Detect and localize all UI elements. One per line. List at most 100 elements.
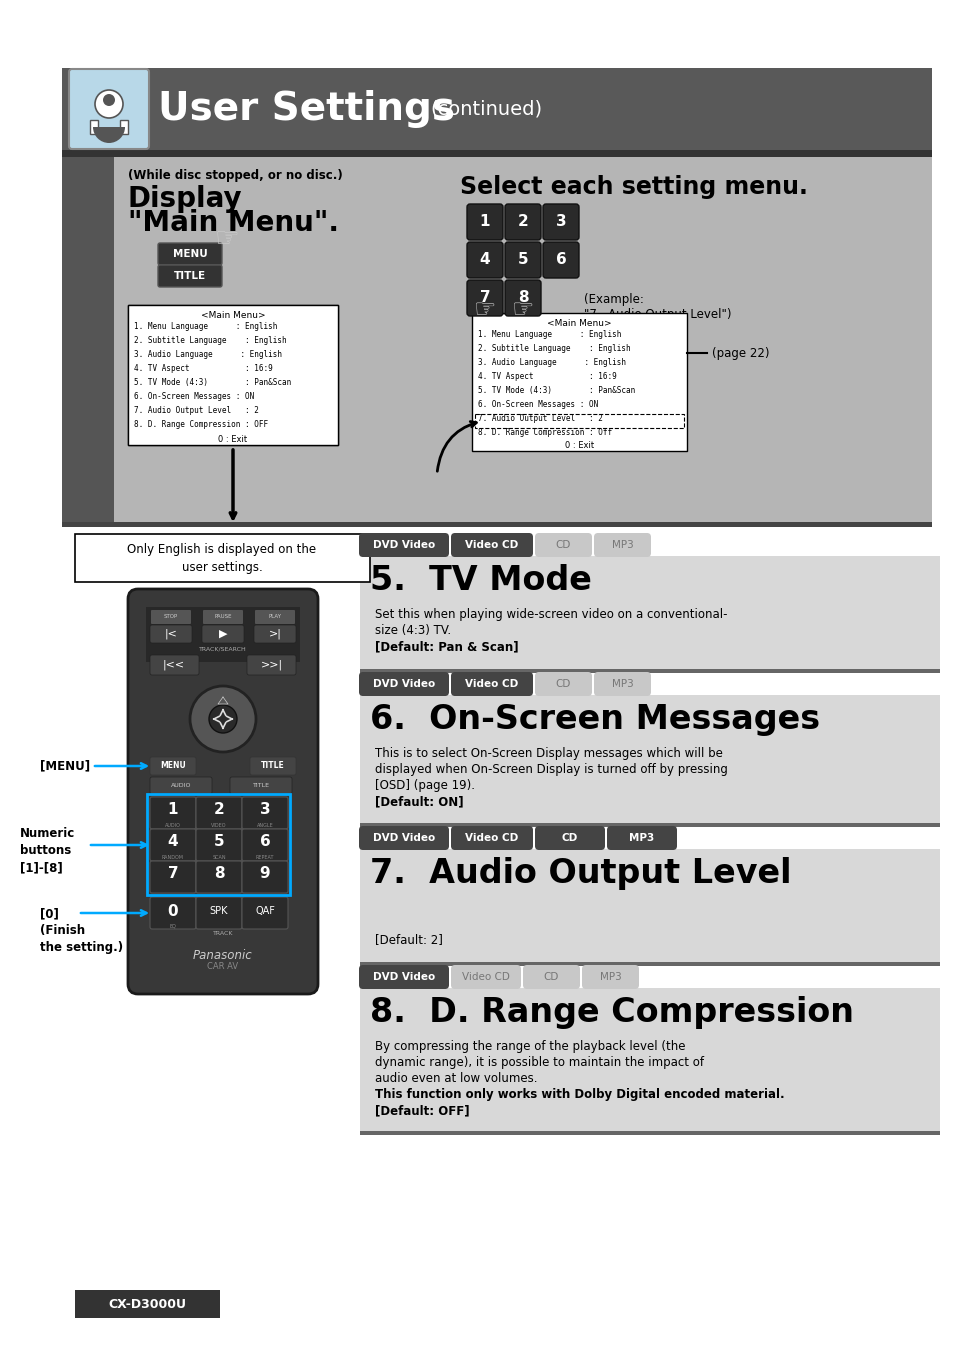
Text: 8.  D. Range Compression: 8. D. Range Compression	[370, 996, 853, 1029]
Text: 6: 6	[555, 253, 566, 267]
FancyBboxPatch shape	[158, 265, 222, 286]
FancyBboxPatch shape	[195, 797, 242, 830]
Text: 1: 1	[479, 215, 490, 230]
Text: (continued): (continued)	[430, 100, 541, 119]
Text: Select each setting menu.: Select each setting menu.	[459, 176, 807, 199]
Text: Panasonic: Panasonic	[193, 948, 253, 962]
FancyBboxPatch shape	[542, 204, 578, 240]
Text: CD: CD	[561, 834, 578, 843]
Text: audio even at low volumes.: audio even at low volumes.	[375, 1071, 537, 1085]
Text: 6. On-Screen Messages : ON: 6. On-Screen Messages : ON	[477, 400, 598, 409]
Text: Video CD: Video CD	[465, 680, 518, 689]
Text: PAUSE: PAUSE	[214, 615, 232, 620]
Text: 4. TV Aspect            : 16:9: 4. TV Aspect : 16:9	[133, 363, 273, 373]
FancyBboxPatch shape	[358, 671, 449, 696]
Bar	[359, 988, 939, 1131]
FancyBboxPatch shape	[451, 825, 533, 850]
Text: TITLE: TITLE	[261, 762, 285, 770]
Bar	[62, 150, 931, 157]
FancyBboxPatch shape	[150, 757, 195, 775]
FancyBboxPatch shape	[150, 626, 192, 643]
Text: <Main Menu>: <Main Menu>	[547, 319, 611, 328]
Text: AUDIO: AUDIO	[171, 784, 191, 788]
Text: TITLE: TITLE	[173, 272, 206, 281]
Bar	[359, 962, 939, 966]
Text: CX-D3000U: CX-D3000U	[108, 1297, 186, 1310]
Text: DVD Video: DVD Video	[373, 540, 435, 550]
FancyBboxPatch shape	[535, 534, 592, 557]
FancyBboxPatch shape	[150, 797, 195, 830]
Text: RANDOM: RANDOM	[162, 855, 184, 861]
Text: This function only works with Dolby Digital encoded material.: This function only works with Dolby Digi…	[375, 1088, 783, 1101]
Bar	[75, 534, 370, 582]
Text: Numeric
buttons
[1]-[8]: Numeric buttons [1]-[8]	[20, 827, 75, 874]
Bar	[359, 1131, 939, 1135]
Circle shape	[103, 95, 115, 105]
Text: |<: |<	[164, 628, 177, 639]
Text: AUDIO: AUDIO	[165, 823, 181, 828]
FancyBboxPatch shape	[203, 611, 243, 624]
Text: Set this when playing wide-screen video on a conventional-: Set this when playing wide-screen video …	[375, 608, 727, 621]
Text: 6.  On-Screen Messages: 6. On-Screen Messages	[370, 703, 820, 736]
Text: 8: 8	[213, 866, 224, 881]
Bar	[359, 557, 939, 669]
Bar	[62, 521, 931, 527]
FancyBboxPatch shape	[242, 797, 288, 830]
Text: 6: 6	[259, 835, 270, 850]
Text: 0: 0	[168, 904, 178, 919]
FancyBboxPatch shape	[195, 861, 242, 893]
Bar	[90, 120, 98, 134]
Text: 3: 3	[259, 802, 270, 817]
Text: TRACK/SEARCH: TRACK/SEARCH	[199, 647, 247, 651]
Text: [Default: ON]: [Default: ON]	[375, 794, 463, 808]
FancyBboxPatch shape	[150, 897, 195, 929]
Text: ☞: ☞	[214, 226, 239, 253]
Text: DVD Video: DVD Video	[373, 680, 435, 689]
Text: 7.  Audio Output Level: 7. Audio Output Level	[370, 857, 791, 890]
Bar	[146, 607, 299, 662]
FancyBboxPatch shape	[151, 611, 191, 624]
FancyBboxPatch shape	[242, 861, 288, 893]
Text: 5.  TV Mode: 5. TV Mode	[370, 563, 591, 597]
Text: Video CD: Video CD	[465, 540, 518, 550]
FancyBboxPatch shape	[535, 825, 604, 850]
Text: Video CD: Video CD	[461, 971, 510, 982]
FancyBboxPatch shape	[542, 242, 578, 278]
Bar	[359, 694, 939, 823]
Text: Video CD: Video CD	[465, 834, 518, 843]
Text: 6. On-Screen Messages : ON: 6. On-Screen Messages : ON	[133, 392, 254, 401]
Text: [MENU]: [MENU]	[40, 759, 90, 773]
Text: <Main Menu>: <Main Menu>	[200, 311, 265, 320]
Text: REPEAT: REPEAT	[255, 855, 274, 861]
FancyBboxPatch shape	[128, 589, 317, 994]
Bar	[120, 120, 128, 134]
Text: (While disc stopped, or no disc.): (While disc stopped, or no disc.)	[128, 169, 342, 182]
Text: VIDEO: VIDEO	[211, 823, 227, 828]
FancyBboxPatch shape	[606, 825, 677, 850]
Text: displayed when On-Screen Display is turned off by pressing: displayed when On-Screen Display is turn…	[375, 763, 727, 775]
Text: DVD Video: DVD Video	[373, 834, 435, 843]
FancyBboxPatch shape	[594, 534, 650, 557]
Bar	[472, 313, 686, 451]
FancyBboxPatch shape	[535, 671, 592, 696]
Text: 3. Audio Language      : English: 3. Audio Language : English	[477, 358, 625, 367]
Text: CD: CD	[543, 971, 558, 982]
FancyBboxPatch shape	[504, 204, 540, 240]
Text: This is to select On-Screen Display messages which will be: This is to select On-Screen Display mess…	[375, 747, 722, 761]
Text: QAF: QAF	[254, 907, 274, 916]
Text: CAR AV: CAR AV	[207, 962, 238, 971]
Bar	[359, 823, 939, 827]
Text: MP3: MP3	[599, 971, 620, 982]
Text: >>|: >>|	[261, 659, 283, 670]
Text: SPK: SPK	[210, 907, 228, 916]
Text: 1. Menu Language      : English: 1. Menu Language : English	[133, 322, 277, 331]
Bar	[75, 1290, 220, 1319]
Text: [Default: 2]: [Default: 2]	[375, 934, 442, 946]
FancyBboxPatch shape	[467, 242, 502, 278]
Text: ☞: ☞	[474, 299, 496, 322]
Text: TRACK: TRACK	[213, 931, 233, 936]
FancyBboxPatch shape	[467, 204, 502, 240]
Text: 8. D. Range Compression : Off: 8. D. Range Compression : Off	[477, 428, 612, 436]
Bar	[359, 848, 939, 962]
Text: >|: >|	[269, 628, 281, 639]
